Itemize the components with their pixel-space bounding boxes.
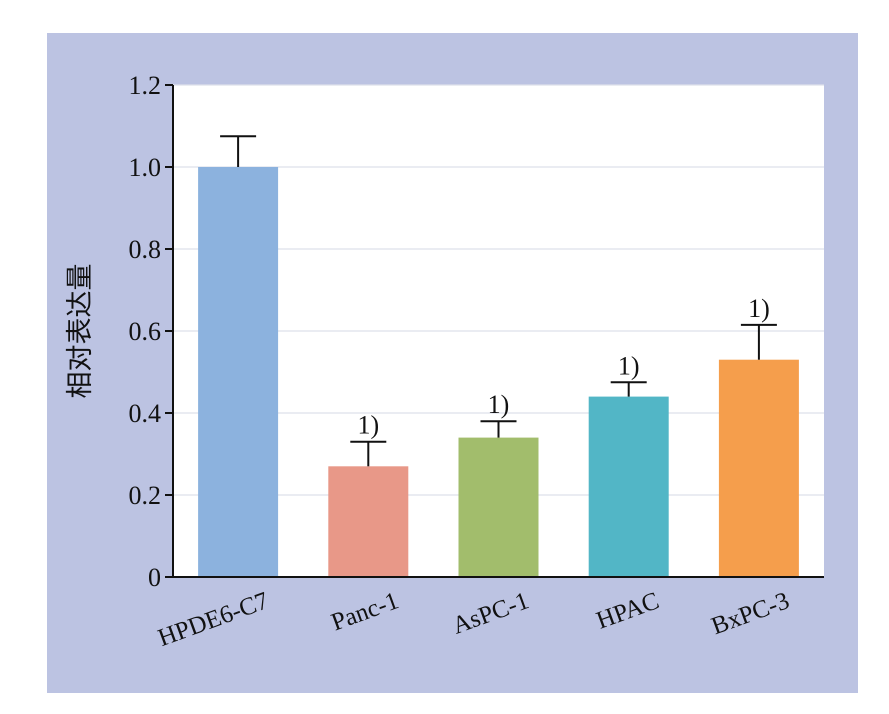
- y-tick-label: 0.8: [129, 235, 162, 264]
- significance-label: 1): [357, 411, 379, 440]
- axes: [165, 84, 824, 578]
- y-tick-label: 0.6: [129, 317, 162, 346]
- y-tick-label: 1.2: [129, 71, 162, 100]
- x-tick-label: BxPC-3: [708, 587, 793, 640]
- y-tick-label: 0.2: [129, 481, 162, 510]
- grid-lines: [173, 84, 824, 496]
- bar-chart: 0 0.2 0.4 0.6 0.8 1.0 1.2 HPDE6-C7 1) Panc-1 1) AsP…: [65, 71, 824, 652]
- y-tick-label: 0.4: [129, 399, 162, 428]
- bar: [718, 359, 799, 577]
- y-tick-label: 1.0: [129, 153, 162, 182]
- x-tick-label: HPAC: [593, 587, 663, 634]
- y-axis-label: 相对表达量: [65, 264, 96, 399]
- significance-label: 1): [488, 390, 510, 419]
- x-tick-label: AsPC-1: [449, 587, 533, 639]
- bar: [588, 396, 669, 577]
- y-tick-label: 0: [148, 563, 161, 592]
- bars: [198, 135, 799, 577]
- bar: [198, 167, 279, 577]
- significance-label: 1): [748, 294, 770, 323]
- bar: [458, 437, 539, 577]
- bar: [328, 466, 409, 577]
- significance-label: 1): [618, 351, 640, 380]
- chart-panel: 0 0.2 0.4 0.6 0.8 1.0 1.2 HPDE6-C7 1) Panc-1 1) AsP…: [47, 33, 858, 693]
- x-tick-label: HPDE6-C7: [155, 587, 273, 652]
- x-tick-label: Panc-1: [328, 587, 402, 636]
